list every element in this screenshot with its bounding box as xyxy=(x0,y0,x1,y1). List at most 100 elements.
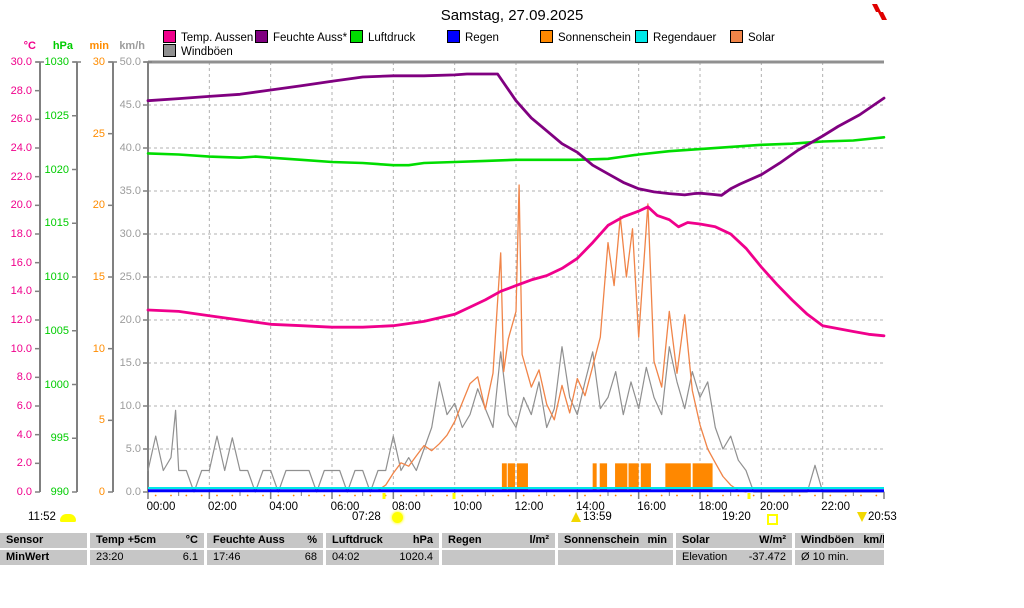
legend-item: Windböen xyxy=(163,44,233,58)
square-icon xyxy=(767,514,778,525)
interval-dot xyxy=(676,494,678,497)
interval-dot xyxy=(691,494,694,497)
interval-dot xyxy=(844,494,847,497)
interval-dot xyxy=(154,494,157,497)
series-solar xyxy=(377,184,747,493)
table-cell xyxy=(442,550,555,565)
axis-tick-label: 14.0 xyxy=(10,285,32,298)
axis-tick-label: 45.0 xyxy=(119,99,141,111)
sunshine-bar xyxy=(692,463,713,492)
table-cell: MinWert xyxy=(0,550,87,565)
axis-tick-label: 20.0 xyxy=(10,199,32,212)
legend-swatch-icon xyxy=(350,30,363,43)
axis-tick-label: 25 xyxy=(92,127,105,140)
series-temp-aussen xyxy=(146,205,886,338)
table-cell-text: 04:02 xyxy=(332,551,360,563)
axis-tick-label: 20 xyxy=(92,199,105,212)
axis-tick-label: 22.0 xyxy=(10,170,32,183)
axis-tick-label: 15 xyxy=(92,271,105,283)
table-cell: Windböen km/h xyxy=(795,533,884,548)
moon-icon xyxy=(60,514,76,522)
axis-unit-kmh: km/h xyxy=(119,40,145,52)
min-values-table: Sensor MinWert Temp +5cm °C 23:20 6.1 Feuchte … xyxy=(0,533,884,566)
axis-tick-label: 1005 xyxy=(44,324,69,337)
interval-dot xyxy=(522,494,525,497)
x-axis-tick-label: 16:00 xyxy=(637,501,667,513)
axis-tick-label: 12.0 xyxy=(10,314,32,326)
legend-label: Temp. Aussen xyxy=(181,32,254,44)
interval-dot xyxy=(492,494,494,497)
axis-tick-label: 2.0 xyxy=(16,457,32,470)
interval-dot xyxy=(415,494,418,497)
axis-tick-label: 18.0 xyxy=(10,228,32,240)
interval-dot xyxy=(660,494,663,497)
axis-tick-label: 6.0 xyxy=(16,400,32,412)
axis-tick-label: 0 xyxy=(98,486,105,498)
axis-tick-label: 16.0 xyxy=(10,256,32,269)
legend-label: Regendauer xyxy=(653,32,717,44)
astro-time: 20:53 xyxy=(868,511,897,523)
series-feuchte-auss- xyxy=(146,72,886,197)
table-cell-text: MinWert xyxy=(6,551,50,563)
axis-tick-label: 26.0 xyxy=(10,113,32,126)
table-cell: Elevation -37.472 xyxy=(676,550,792,565)
table-cell: Regen l/m² xyxy=(442,533,555,548)
legend-swatch-icon xyxy=(163,44,176,57)
astro-time: 07:28 xyxy=(352,511,381,523)
table-cell-text: 23:20 xyxy=(96,551,124,563)
logo-mark-icon xyxy=(872,4,881,12)
interval-dot xyxy=(430,494,433,497)
x-axis-tick-label: 02:00 xyxy=(207,501,237,513)
interval-dot xyxy=(814,494,816,497)
interval-dot xyxy=(262,494,264,497)
table-cell: Temp +5cm °C xyxy=(90,533,204,548)
axis-tick-label: 10 xyxy=(92,342,105,355)
x-axis-tick-label: 22:00 xyxy=(821,501,851,513)
interval-dot xyxy=(461,494,464,497)
astro-time: 19:20 xyxy=(722,511,751,523)
sunshine-bar xyxy=(640,463,651,492)
legend-item: Luftdruck xyxy=(350,30,415,44)
x-axis-tick-label: 18:00 xyxy=(698,501,728,513)
axis-tick-label: 0.0 xyxy=(16,486,32,498)
x-axis-tick-label: 00:00 xyxy=(146,501,176,513)
axis-tick-label: 35.0 xyxy=(119,185,141,197)
arrow-down-icon xyxy=(857,512,867,522)
axis-tick-label: 10.0 xyxy=(10,342,32,355)
x-axis-tick-label: 06:00 xyxy=(330,501,360,513)
table-cell-text: 17:46 xyxy=(213,551,241,563)
axis-tick-label: 1030 xyxy=(44,56,69,68)
interval-dot xyxy=(584,494,586,497)
table-cell-value: W/m² xyxy=(759,534,786,546)
table-cell-text: Feuchte Auss xyxy=(213,534,285,546)
table-cell-value: 1020.4 xyxy=(399,551,433,563)
interval-dot xyxy=(185,494,188,497)
table-cell-text: Luftdruck xyxy=(332,534,383,546)
axis-tick-label: 5.0 xyxy=(125,443,141,455)
legend-swatch-icon xyxy=(255,30,268,43)
table-cell-text: Windböen xyxy=(801,534,855,546)
table-cell: 04:02 1020.4 xyxy=(326,550,439,565)
table-cell: 17:46 68 xyxy=(207,550,323,565)
arrow-up-icon xyxy=(571,512,581,522)
x-axis-tick-label: 10:00 xyxy=(453,501,483,513)
axis-tick-label: 10.0 xyxy=(119,400,141,412)
legend-item: Solar xyxy=(730,30,775,44)
table-cell: 23:20 6.1 xyxy=(90,550,204,565)
table-cell-value: min xyxy=(647,534,667,546)
series-luftdruck xyxy=(146,136,886,167)
axis-tick-label: 1015 xyxy=(44,217,69,230)
axis-tick-label: 1020 xyxy=(44,163,69,176)
interval-dot xyxy=(630,494,632,497)
table-cell: Solar W/m² xyxy=(676,533,792,548)
x-axis-tick-label: 12:00 xyxy=(514,501,544,513)
legend-label: Regen xyxy=(465,32,499,44)
interval-dot xyxy=(246,494,249,497)
interval-dot xyxy=(599,494,602,497)
sunshine-bar xyxy=(516,463,528,492)
legend-swatch-icon xyxy=(447,30,460,43)
axis-tick-label: 30 xyxy=(92,56,105,68)
table-cell-text: Sensor xyxy=(6,534,44,546)
legend-label: Feuchte Auss* xyxy=(273,32,348,44)
